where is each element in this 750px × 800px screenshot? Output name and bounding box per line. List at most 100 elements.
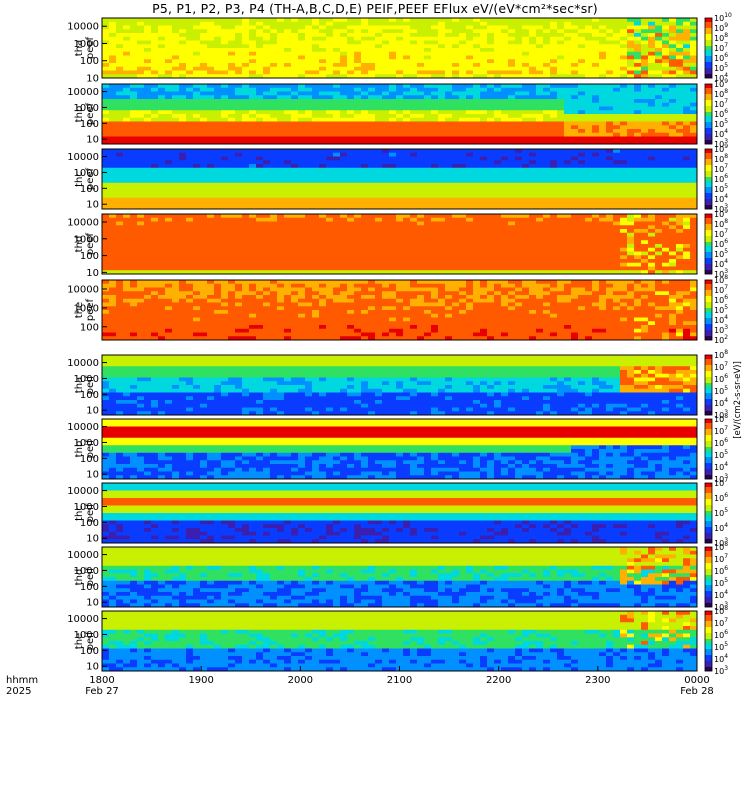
- heatmap-cell: [137, 167, 145, 172]
- heatmap-cell: [228, 106, 236, 111]
- heatmap-cell: [564, 40, 572, 45]
- heatmap-cell: [340, 117, 348, 122]
- heatmap-cell: [529, 156, 537, 161]
- heatmap-cell: [634, 48, 642, 53]
- heatmap-cell: [193, 214, 201, 219]
- heatmap-cell: [522, 140, 530, 145]
- heatmap-cell: [676, 21, 684, 26]
- heatmap-cell: [662, 140, 670, 145]
- heatmap-cell: [669, 190, 677, 195]
- heatmap-cell: [396, 182, 404, 187]
- heatmap-cell: [172, 214, 180, 219]
- heatmap-cell: [473, 18, 481, 23]
- heatmap-cell: [431, 48, 439, 53]
- heatmap-cell: [424, 59, 432, 64]
- heatmap-cell: [228, 149, 236, 154]
- heatmap-cell: [179, 51, 187, 56]
- heatmap-cell: [571, 121, 579, 126]
- heatmap-cell: [417, 156, 425, 161]
- heatmap-cell: [508, 33, 516, 38]
- heatmap-cell: [487, 197, 495, 202]
- heatmap-cell: [438, 190, 446, 195]
- heatmap-cell: [354, 51, 362, 56]
- heatmap-cell: [599, 66, 607, 71]
- heatmap-cell: [606, 70, 614, 75]
- heatmap-cell: [613, 29, 621, 34]
- heatmap-cell: [515, 66, 523, 71]
- heatmap-cell: [585, 18, 593, 23]
- heatmap-cell: [466, 182, 474, 187]
- heatmap-cell: [305, 240, 313, 245]
- heatmap-cell: [116, 217, 124, 222]
- heatmap-cell: [256, 244, 264, 249]
- heatmap-cell: [347, 140, 355, 145]
- heatmap-cell: [669, 194, 677, 199]
- heatmap-cell: [529, 167, 537, 172]
- heatmap-cell: [627, 63, 635, 68]
- heatmap-cell: [235, 201, 243, 206]
- heatmap-cell: [109, 136, 117, 141]
- heatmap-cell: [179, 240, 187, 245]
- heatmap-cell: [144, 232, 152, 237]
- heatmap-cell: [263, 74, 271, 79]
- heatmap-cell: [676, 140, 684, 145]
- heatmap-cell: [326, 63, 334, 68]
- heatmap-cell: [564, 18, 572, 23]
- heatmap-cell: [165, 48, 173, 53]
- heatmap-cell: [242, 247, 250, 252]
- heatmap-cell: [529, 186, 537, 191]
- heatmap-cell: [326, 18, 334, 23]
- heatmap-cell: [340, 48, 348, 53]
- heatmap-cell: [228, 87, 236, 92]
- heatmap-cell: [606, 125, 614, 130]
- heatmap-cell: [690, 84, 698, 89]
- heatmap-cell: [494, 132, 502, 137]
- heatmap-cell: [144, 55, 152, 60]
- heatmap-cell: [396, 186, 404, 191]
- heatmap-cell: [669, 25, 677, 30]
- heatmap-cell: [130, 129, 138, 134]
- heatmap-cell: [634, 21, 642, 26]
- heatmap-cell: [186, 175, 194, 180]
- heatmap-cell: [557, 59, 565, 64]
- heatmap-cell: [319, 160, 327, 165]
- heatmap-cell: [298, 190, 306, 195]
- heatmap-cell: [431, 149, 439, 154]
- heatmap-cell: [193, 114, 201, 119]
- heatmap-cell: [130, 40, 138, 45]
- heatmap-cell: [249, 266, 257, 271]
- heatmap-cell: [571, 87, 579, 92]
- heatmap-cell: [179, 244, 187, 249]
- heatmap-cell: [578, 51, 586, 56]
- heatmap-cell: [354, 225, 362, 230]
- heatmap-cell: [270, 87, 278, 92]
- heatmap-cell: [207, 229, 215, 234]
- heatmap-cell: [662, 152, 670, 157]
- heatmap-cell: [529, 59, 537, 64]
- heatmap-cell: [284, 171, 292, 176]
- heatmap-cell: [221, 117, 229, 122]
- heatmap-cell: [368, 156, 376, 161]
- heatmap-cell: [249, 21, 257, 26]
- heatmap-cell: [543, 99, 551, 104]
- heatmap-cell: [403, 262, 411, 267]
- heatmap-cell: [249, 190, 257, 195]
- heatmap-cell: [298, 117, 306, 122]
- heatmap-cell: [214, 186, 222, 191]
- heatmap-cell: [221, 129, 229, 134]
- heatmap-cell: [655, 121, 663, 126]
- heatmap-cell: [410, 236, 418, 241]
- heatmap-cell: [130, 259, 138, 264]
- heatmap-cell: [410, 201, 418, 206]
- heatmap-cell: [382, 40, 390, 45]
- heatmap-cell: [459, 40, 467, 45]
- heatmap-cell: [613, 205, 621, 210]
- heatmap-cell: [368, 149, 376, 154]
- heatmap-cell: [291, 95, 299, 100]
- heatmap-cell: [382, 63, 390, 68]
- heatmap-cell: [312, 84, 320, 89]
- heatmap-cell: [179, 95, 187, 100]
- heatmap-cell: [536, 99, 544, 104]
- heatmap-cell: [606, 102, 614, 107]
- heatmap-cell: [354, 59, 362, 64]
